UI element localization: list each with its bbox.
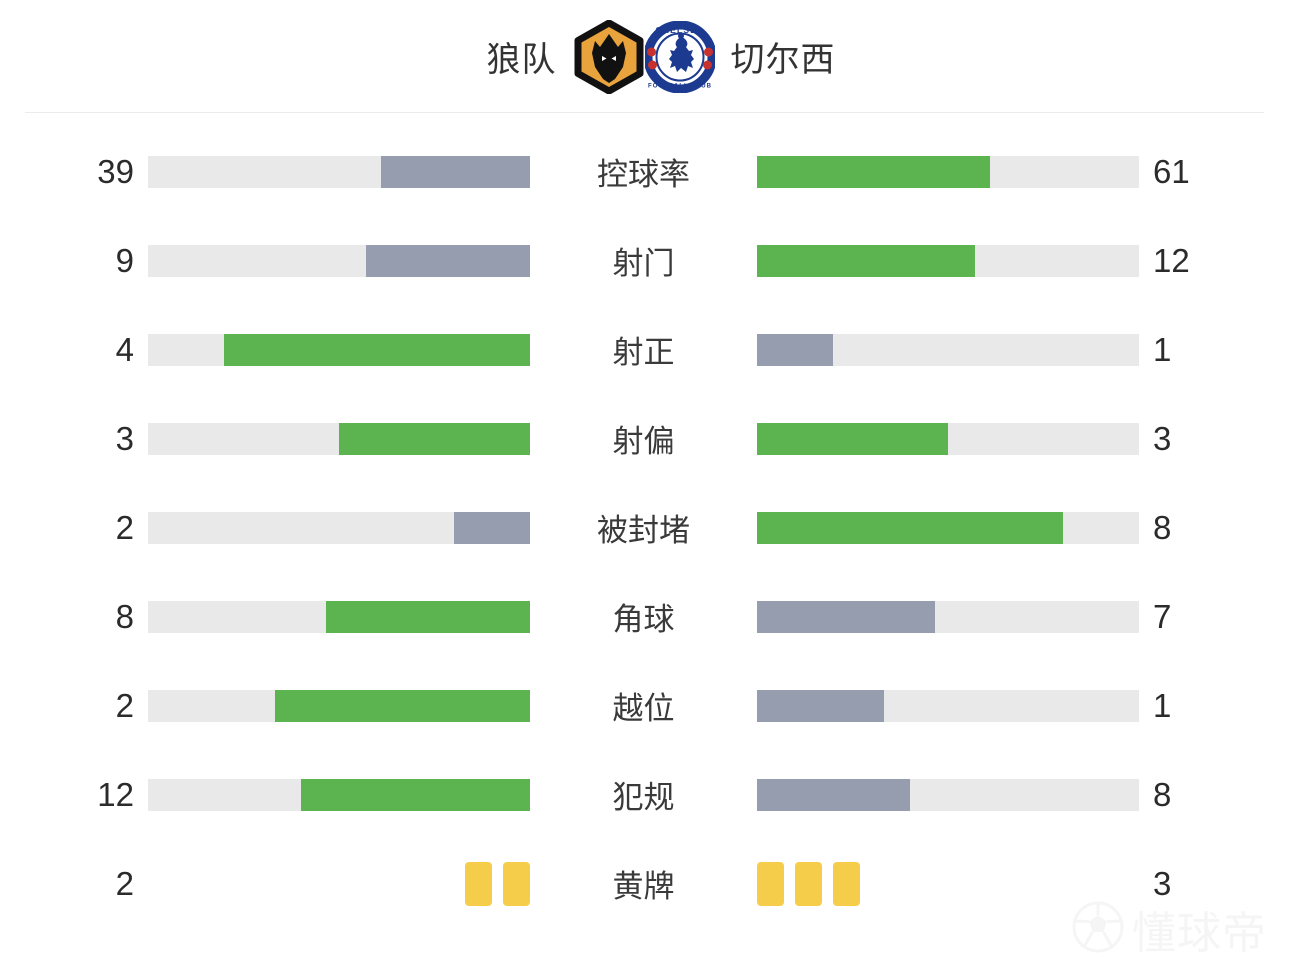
home-bar-track (148, 778, 530, 811)
home-bar-track (148, 600, 530, 633)
home-bar-fill (300, 778, 530, 811)
away-bar-fill (757, 778, 910, 811)
away-bar-track (757, 600, 1139, 633)
away-yellow-cards (757, 861, 1139, 906)
stat-row: 8 角球 7 (0, 572, 1289, 661)
stat-label: 越位 (612, 691, 675, 726)
away-bar-track (757, 155, 1139, 188)
away-value: 1 (1153, 686, 1172, 724)
home-team: 狼队 (155, 19, 645, 94)
away-bar-track (757, 689, 1139, 722)
yellow-card-icon (795, 861, 822, 906)
stat-row: 12 犯规 8 (0, 750, 1289, 839)
stats-list: 39 控球率 61 9 射门 12 4 射正 1 3 射偏 3 2 被封堵 8 8 角球 7 2 越位 1 12 犯规 8 2 黄… (0, 113, 1289, 928)
home-bar-track (148, 422, 530, 455)
away-value: 8 (1153, 775, 1172, 813)
away-bar-fill (757, 244, 976, 277)
away-value: 1 (1153, 330, 1172, 368)
home-bar-fill (339, 422, 530, 455)
home-value: 12 (97, 775, 134, 813)
away-value: 7 (1153, 597, 1172, 635)
away-bar-track (757, 333, 1139, 366)
stat-label: 射门 (612, 246, 675, 281)
stat-row: 2 被封堵 8 (0, 483, 1289, 572)
home-bar-fill (224, 333, 530, 366)
home-bar-fill (326, 600, 530, 633)
away-bar-fill (757, 333, 834, 366)
away-team-name: 切尔西 (730, 41, 836, 79)
away-value: 3 (1153, 419, 1172, 457)
home-bar-track (148, 333, 530, 366)
home-bar-track (148, 689, 530, 722)
yellow-card-icon (465, 861, 492, 906)
home-value: 2 (115, 508, 134, 546)
home-bar-fill (366, 244, 530, 277)
yellow-card-icon (757, 861, 784, 906)
stat-label: 射偏 (612, 424, 675, 459)
away-bar-track (757, 778, 1139, 811)
home-value: 39 (97, 152, 134, 190)
away-bar-track (757, 244, 1139, 277)
home-value: 2 (115, 686, 134, 724)
stat-label: 射正 (612, 335, 675, 370)
away-bar-track (757, 511, 1139, 544)
stat-row: 2 越位 1 (0, 661, 1289, 750)
stat-row: 2 黄牌 3 (0, 839, 1289, 928)
home-team-name: 狼队 (486, 41, 557, 79)
header-divider (25, 112, 1264, 113)
away-bar-track (757, 422, 1139, 455)
away-bar-fill (757, 155, 991, 188)
home-value: 8 (115, 597, 134, 635)
stat-label: 黄牌 (612, 869, 675, 904)
home-bar-fill (453, 511, 530, 544)
away-bar-fill (757, 511, 1063, 544)
wolves-crest-icon (573, 19, 645, 94)
teams-header: 狼队 (0, 0, 1289, 113)
home-bar-track (148, 511, 530, 544)
away-team: CHELSEA FOOTBALL CLUB 切尔西 (644, 20, 1135, 93)
home-yellow-cards (148, 861, 530, 906)
away-value: 12 (1153, 241, 1190, 279)
stat-label: 控球率 (597, 157, 690, 192)
chelsea-crest-icon: CHELSEA FOOTBALL CLUB (644, 20, 715, 93)
stat-row: 39 控球率 61 (0, 127, 1289, 216)
stat-label: 角球 (612, 602, 675, 637)
home-value: 2 (115, 864, 134, 902)
away-bar-fill (757, 689, 885, 722)
svg-text:FOOTBALL CLUB: FOOTBALL CLUB (648, 83, 712, 89)
home-bar-fill (275, 689, 530, 722)
yellow-card-icon (503, 861, 530, 906)
stat-row: 3 射偏 3 (0, 394, 1289, 483)
away-value: 8 (1153, 508, 1172, 546)
home-value: 3 (115, 419, 134, 457)
stat-label: 被封堵 (597, 513, 690, 548)
away-bar-fill (757, 422, 948, 455)
stat-label: 犯规 (612, 780, 675, 815)
home-bar-track (148, 155, 530, 188)
away-value: 3 (1153, 864, 1172, 902)
yellow-card-icon (833, 861, 860, 906)
away-value: 61 (1153, 152, 1190, 190)
home-value: 9 (115, 241, 134, 279)
home-value: 4 (115, 330, 134, 368)
away-bar-fill (757, 600, 936, 633)
home-bar-fill (381, 155, 530, 188)
stat-row: 9 射门 12 (0, 216, 1289, 305)
stat-row: 4 射正 1 (0, 305, 1289, 394)
home-bar-track (148, 244, 530, 277)
svg-text:CHELSEA: CHELSEA (655, 25, 704, 35)
